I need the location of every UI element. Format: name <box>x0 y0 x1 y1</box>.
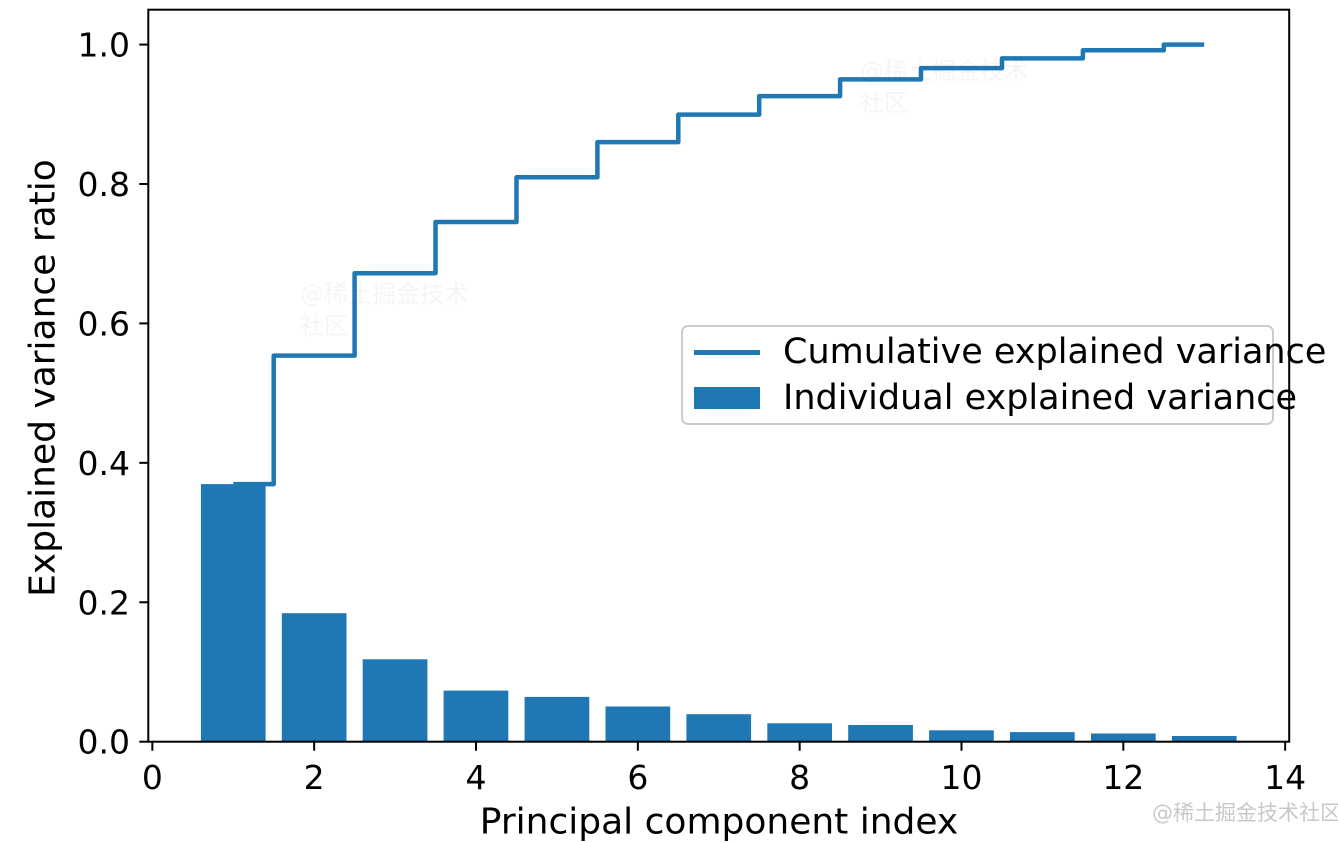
bar-pc-7 <box>686 714 752 742</box>
cumulative-step-line <box>233 42 1205 487</box>
bar-pc-2 <box>281 613 347 742</box>
legend-patch-swatch <box>694 387 760 409</box>
x-tick-label: 6 <box>627 758 648 797</box>
bar-pc-1 <box>200 484 266 742</box>
bar-pc-9 <box>848 725 913 742</box>
y-tick-label: 0.4 <box>78 444 130 483</box>
bar-pc-6 <box>605 706 671 742</box>
legend-item-individual: Individual explained variance <box>694 375 1297 421</box>
legend-label: Cumulative explained variance <box>783 332 1327 372</box>
bar-pc-13 <box>1171 736 1237 742</box>
y-tick-label: 0.0 <box>78 723 130 762</box>
x-axis: 0 2 4 6 8 10 12 14 <box>142 741 1306 797</box>
bar-pc-10 <box>929 730 994 742</box>
y-tick-label: 0.8 <box>78 165 130 204</box>
bars-group <box>200 484 1237 742</box>
x-tick-label: 10 <box>940 758 982 797</box>
legend-item-cumulative: Cumulative explained variance <box>694 329 1326 375</box>
x-tick-label: 0 <box>142 758 163 797</box>
bar-pc-12 <box>1091 733 1156 742</box>
x-tick-label: 4 <box>466 758 487 797</box>
legend-label: Individual explained variance <box>783 378 1298 418</box>
y-tick-label: 0.6 <box>78 304 130 343</box>
watermark-text: @稀土掘金技术社区 <box>1152 801 1338 825</box>
legend-line-swatch <box>694 349 760 355</box>
bar-pc-3 <box>362 659 428 742</box>
y-axis: 0.0 0.2 0.4 0.6 0.8 1.0 <box>78 26 149 762</box>
x-tick-label: 14 <box>1264 758 1306 797</box>
y-axis-label: Explained variance ratio <box>22 159 64 597</box>
y-tick-label: 0.2 <box>78 583 130 622</box>
bar-pc-4 <box>443 690 509 742</box>
bar-pc-8 <box>767 723 832 742</box>
y-tick-label: 1.0 <box>78 26 130 65</box>
bar-pc-5 <box>524 696 590 742</box>
line-swatch-icon <box>694 349 760 355</box>
x-tick-label: 12 <box>1102 758 1144 797</box>
x-tick-label: 2 <box>304 758 325 797</box>
legend: Cumulative explained variance Individual… <box>681 325 1326 425</box>
patch-swatch-icon <box>694 387 760 409</box>
x-tick-label: 8 <box>789 758 810 797</box>
plot-border <box>147 8 1291 743</box>
bar-pc-11 <box>1010 732 1075 742</box>
x-axis-label: Principal component index <box>479 801 959 843</box>
